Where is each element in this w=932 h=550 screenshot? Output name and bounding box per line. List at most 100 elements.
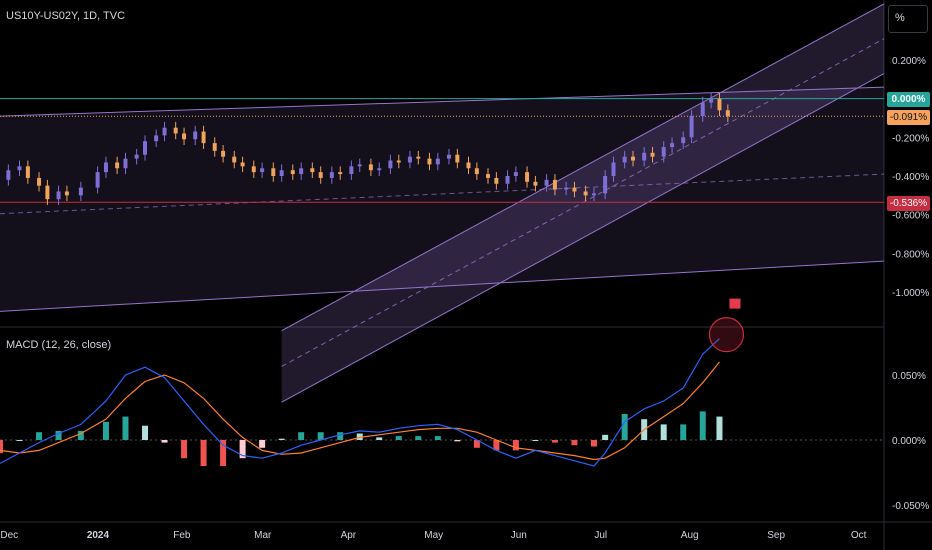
macd-histogram-bar: [532, 440, 539, 441]
unit-button[interactable]: %: [888, 5, 928, 33]
wide-channel-mid: [0, 173, 885, 215]
macd-histogram-bar: [716, 416, 723, 440]
candle-body: [134, 154, 139, 159]
time-tick: Apr: [341, 530, 357, 541]
macd-histogram-bar: [55, 430, 62, 440]
flag-icon: [729, 298, 741, 309]
candle-body: [564, 187, 569, 190]
macd-histogram-bar: [454, 440, 461, 442]
macd-histogram-bar: [395, 436, 402, 440]
candle-body: [338, 172, 343, 175]
macd-histogram-bar: [493, 440, 500, 451]
candle-body: [310, 168, 315, 173]
macd-histogram-bar: [660, 424, 667, 440]
highlight-circle: [708, 317, 745, 353]
time-tick: Feb: [173, 530, 191, 541]
rising-channel-upper: [281, 3, 885, 332]
candle-body: [318, 172, 323, 178]
candle-body: [717, 98, 722, 111]
candle-body: [670, 143, 675, 147]
macd-histogram-bar: [298, 432, 305, 440]
candle-body: [709, 98, 714, 103]
price-badge-last: -0.091%: [887, 110, 930, 125]
candle-body: [544, 179, 549, 186]
candle-body: [56, 191, 61, 200]
candle-body: [486, 174, 491, 178]
candle-body: [377, 168, 382, 171]
candle-body: [173, 127, 178, 134]
wide-channel-lower: [0, 260, 885, 312]
macd-histogram-bar: [102, 421, 109, 440]
candle-body: [681, 137, 686, 144]
macd-histogram-bar: [699, 411, 706, 440]
macd-histogram-bar: [512, 440, 519, 451]
candle-body: [725, 110, 730, 117]
macd-histogram-bar: [317, 432, 324, 440]
macd-title: MACD (12, 26, close): [6, 339, 112, 351]
candle-body: [513, 172, 518, 176]
candle-body: [260, 168, 265, 173]
macd-histogram-bar: [278, 438, 285, 440]
macd-histogram-bar: [220, 440, 227, 466]
candle-body: [17, 166, 22, 171]
macd-histogram-bar: [680, 424, 687, 440]
candle-body: [611, 162, 616, 176]
price-tick: -0.600%: [892, 211, 929, 222]
macd-histogram-bar: [356, 433, 363, 440]
candle-body: [115, 162, 120, 169]
time-tick: May: [424, 530, 443, 541]
candle-body: [603, 176, 608, 194]
candle-body: [689, 116, 694, 138]
candle-body: [154, 135, 159, 142]
candle-body: [143, 141, 148, 155]
candle-body: [251, 166, 256, 173]
candle-body: [201, 131, 206, 144]
candle-body: [78, 187, 83, 196]
candle-body: [162, 127, 167, 136]
time-tick: Aug: [681, 530, 699, 541]
macd-histogram-bar: [571, 440, 578, 446]
candle-body: [271, 168, 276, 176]
candle-body: [25, 166, 30, 178]
candle-body: [37, 177, 42, 186]
macd-histogram-bar: [122, 416, 129, 440]
price-tick: -0.400%: [892, 172, 929, 183]
macd-histogram-bar: [602, 434, 609, 440]
candle-body: [435, 158, 440, 165]
macd-histogram-bar: [142, 425, 149, 440]
candle-body: [552, 179, 557, 190]
candle-body: [299, 168, 304, 175]
candle-body: [95, 172, 100, 188]
rising-channel-lower: [281, 73, 885, 403]
time-tick: Sep: [767, 530, 785, 541]
time-tick: 2024: [87, 530, 110, 541]
candle-body: [446, 154, 451, 159]
time-tick: Dec: [0, 530, 18, 541]
candle-body: [232, 156, 237, 163]
candle-body: [494, 177, 499, 184]
candle-body: [240, 162, 245, 167]
price-tick: -0.200%: [892, 133, 929, 144]
macd-tick: 0.050%: [892, 371, 926, 382]
macd-histogram-bar: [36, 432, 43, 440]
candle-body: [6, 170, 11, 180]
candle-body: [182, 133, 187, 140]
time-tick: Mar: [254, 530, 272, 541]
price-badge-zero: 0.000%: [887, 92, 930, 107]
candle-body: [64, 191, 69, 196]
candle-body: [650, 152, 655, 157]
candle-body: [427, 158, 432, 165]
candle-body: [622, 156, 627, 163]
macd-histogram-bar: [0, 440, 3, 453]
candle-body: [661, 147, 666, 157]
candle-body: [591, 193, 596, 196]
price-tick: -0.800%: [892, 249, 929, 260]
candle-body: [193, 131, 198, 140]
candle-body: [290, 170, 295, 175]
candle-body: [533, 181, 538, 186]
macd-tick: 0.000%: [892, 436, 926, 447]
macd-histogram-bar: [16, 440, 23, 441]
price-badge-low: -0.536%: [887, 196, 930, 211]
macd-histogram-bar: [434, 436, 441, 440]
